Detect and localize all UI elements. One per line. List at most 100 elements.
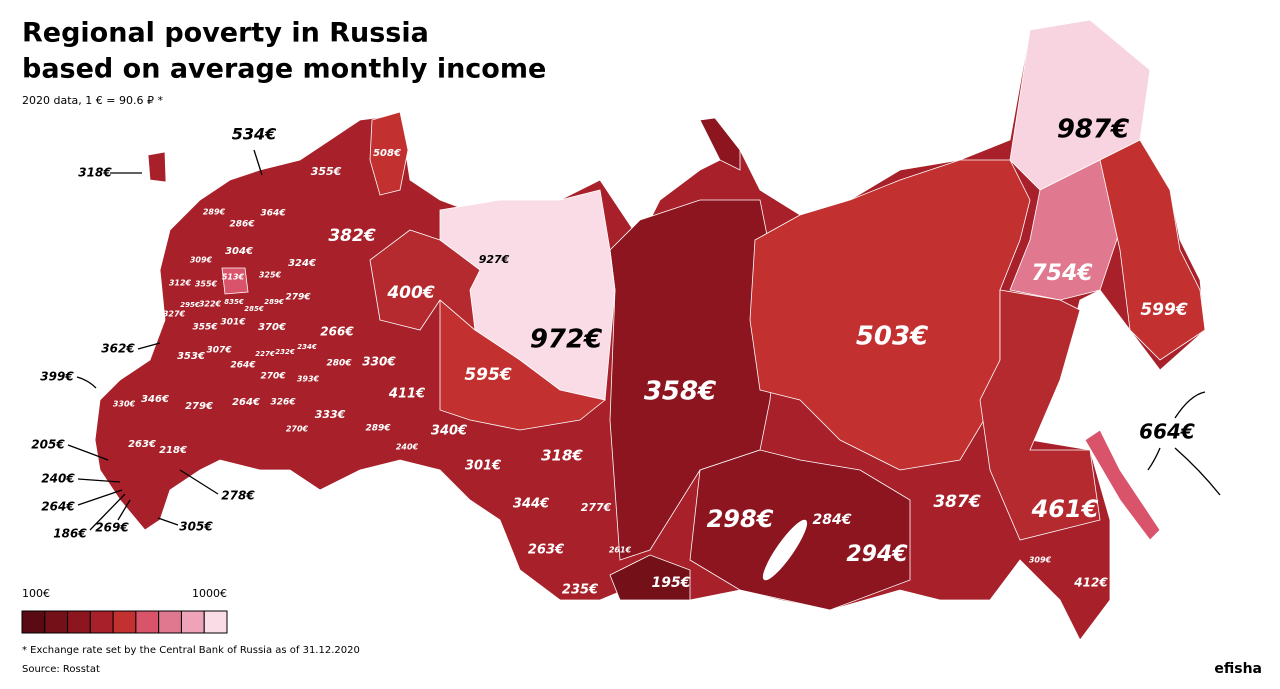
region-label: 324€	[288, 258, 316, 269]
tuva	[609, 554, 691, 601]
komi	[369, 229, 481, 331]
region-label: 301€	[220, 318, 246, 328]
region-label: 318€	[78, 166, 112, 180]
region-label: 289€	[203, 208, 226, 217]
region-label: 295€	[180, 301, 200, 309]
novaya-zemlya	[699, 117, 741, 171]
region-label: 358€	[644, 377, 716, 407]
legend-swatch	[112, 610, 137, 634]
region-label: 195€	[652, 575, 691, 591]
region-label: 284€	[813, 512, 852, 528]
region-label: 333€	[315, 408, 346, 421]
region-label: 355€	[311, 165, 342, 178]
arrow	[67, 444, 109, 461]
region-label: 387€	[933, 492, 980, 512]
region-label: 382€	[328, 226, 375, 246]
arrow	[76, 376, 97, 389]
region-label: 279€	[185, 401, 213, 412]
region-label: 264€	[230, 361, 256, 371]
region-label: 835€	[224, 298, 244, 306]
region-label: 508€	[373, 148, 401, 159]
region-label: 270€	[286, 425, 309, 434]
arrow	[77, 478, 121, 483]
brand: efisha	[1214, 661, 1262, 677]
region-label: 263€	[128, 439, 156, 450]
region-label: 322€	[199, 300, 222, 309]
kola	[369, 111, 409, 196]
footnote: * Exchange rate set by the Central Bank …	[22, 645, 360, 656]
region-label: 393€	[297, 375, 320, 384]
region-label: 325€	[259, 271, 282, 280]
legend-swatch	[158, 610, 182, 634]
region-label: 318€	[541, 447, 583, 465]
region-label: 240€	[396, 443, 419, 452]
arrow	[117, 499, 131, 521]
arrow	[77, 489, 123, 506]
arrow	[1147, 447, 1161, 471]
region-label: 277€	[581, 501, 612, 514]
region-label: 285€	[244, 305, 264, 313]
map-shapes	[94, 19, 1206, 641]
region-label: 370€	[258, 322, 286, 333]
region-label: 227€	[255, 350, 275, 358]
region-label: 234€	[297, 343, 317, 351]
region-label: 261€	[609, 546, 632, 555]
kaliningrad	[147, 151, 167, 183]
region-label: 399€	[40, 370, 74, 384]
kamchatka	[1099, 139, 1206, 361]
title: Regional poverty in Russia	[22, 18, 429, 49]
arrow	[179, 469, 219, 495]
region-label: 307€	[206, 346, 232, 356]
region-label: 305€	[179, 520, 213, 534]
region-label: 278€	[221, 489, 255, 503]
legend-swatch	[203, 610, 228, 634]
region-label: 269€	[95, 521, 129, 535]
region-label: 266€	[320, 325, 354, 339]
region-label: 346€	[141, 394, 169, 405]
region-label: 987€	[1057, 115, 1129, 145]
region-label: 344€	[513, 497, 549, 512]
region-label: 411€	[388, 387, 425, 402]
region-label: 362€	[101, 342, 135, 356]
region-label: 294€	[846, 542, 908, 567]
region-label: 330€	[113, 400, 136, 409]
legend-min: 100€	[22, 587, 50, 600]
subtitle: 2020 data, 1 € = 90.6 ₽ *	[22, 94, 163, 107]
legend-max: 1000€	[192, 587, 227, 600]
region-labels: 987€ 754€ 599€ 972€ 503€ 358€ 595€ 298€ 294€ 461€…	[31, 115, 1195, 598]
region-label: 301€	[465, 459, 501, 474]
region-label: 309€	[1029, 556, 1052, 565]
region-label: 263€	[528, 543, 564, 558]
region-label: 280€	[326, 359, 352, 369]
legend-swatch	[44, 610, 69, 634]
region-label: 298€	[707, 505, 774, 533]
region-label: 304€	[225, 246, 253, 257]
khabarovsk	[979, 289, 1101, 541]
region-label: 264€	[232, 397, 260, 408]
region-label: 972€	[530, 325, 602, 355]
legend-swatch	[180, 610, 205, 634]
region-label: 330€	[362, 355, 396, 369]
region-label: 595€	[464, 365, 511, 385]
source: Source: Rosstat	[22, 664, 100, 675]
region-label: 186€	[53, 527, 87, 541]
legend-swatch	[135, 610, 160, 634]
arrow	[1174, 391, 1206, 419]
region-label: 599€	[1140, 300, 1187, 320]
region-label: 312€	[169, 279, 192, 288]
arrow	[253, 149, 263, 176]
region-label: 264€	[41, 500, 75, 514]
region-label: 353€	[177, 351, 205, 362]
legend-swatch	[67, 610, 91, 634]
region-label: 232€	[275, 348, 295, 356]
region-label: 927€	[479, 253, 510, 266]
region-label: 327€	[163, 310, 186, 319]
arrows	[67, 149, 1221, 531]
region-label: 289€	[264, 298, 284, 306]
legend-swatch	[89, 610, 114, 634]
arrow	[157, 517, 179, 526]
arrow	[89, 493, 126, 531]
region-label: 355€	[192, 323, 218, 333]
arrow	[137, 342, 161, 350]
